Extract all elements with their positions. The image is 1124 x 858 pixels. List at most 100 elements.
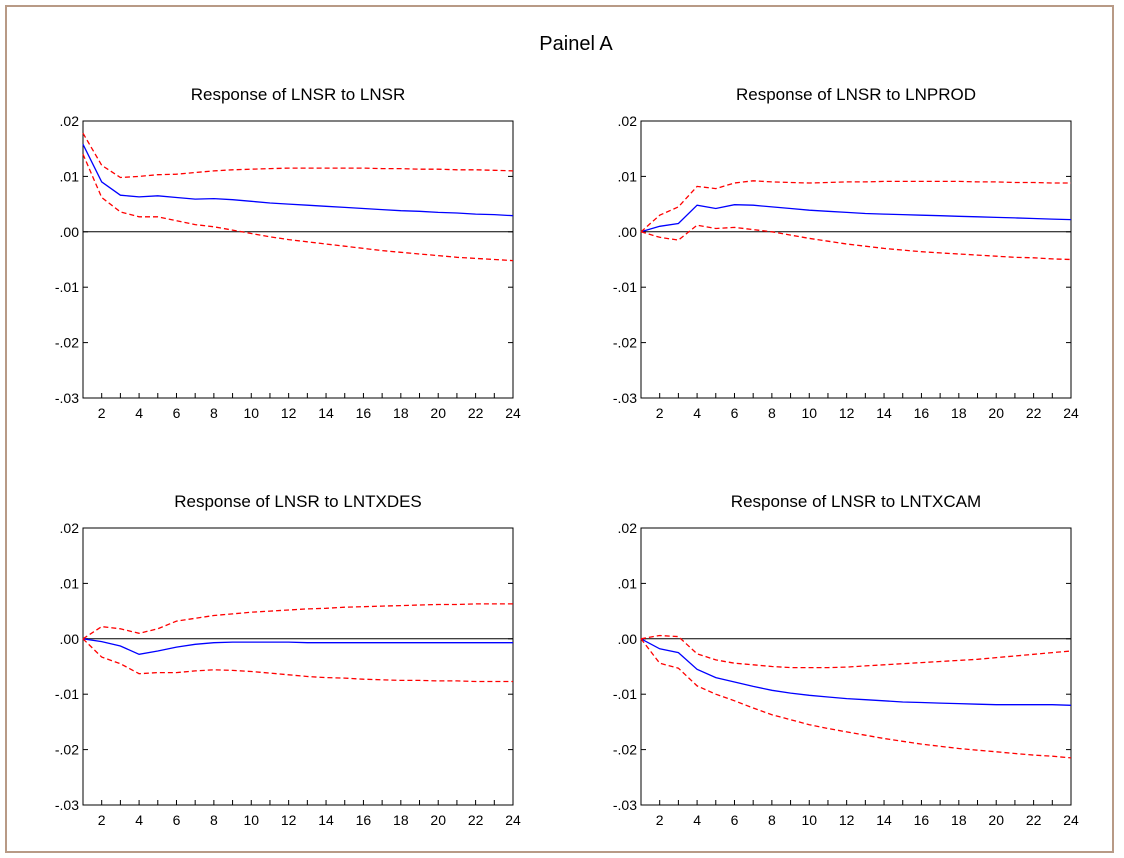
y-tick-label: .00 [60, 224, 80, 240]
y-tick-label: .01 [60, 575, 80, 591]
chart-title: Response of LNSR to LNPROD [736, 85, 976, 104]
y-tick-label: -.03 [613, 390, 637, 406]
response-line [82, 638, 513, 655]
x-tick-label: 20 [430, 405, 446, 421]
y-tick-label: -.01 [55, 279, 79, 295]
x-tick-label: 6 [731, 812, 739, 828]
x-tick-label: 16 [356, 405, 372, 421]
x-tick-label: 10 [243, 812, 259, 828]
x-tick-label: 16 [356, 812, 372, 828]
x-tick-label: 4 [693, 812, 701, 828]
chart-title: Response of LNSR to LNTXCAM [731, 492, 981, 511]
x-tick-label: 22 [468, 812, 484, 828]
chart-title: Response of LNSR to LNTXDES [174, 492, 422, 511]
x-tick-label: 4 [135, 812, 143, 828]
x-tick-label: 4 [135, 405, 143, 421]
lower-band-line [82, 153, 514, 262]
x-tick-label: 20 [988, 405, 1004, 421]
y-tick-label: -.03 [55, 390, 79, 406]
upper-band-line [82, 132, 514, 179]
y-tick-label: .00 [618, 631, 638, 647]
upper-band-line [640, 634, 1072, 669]
lower-band-line [640, 638, 1072, 759]
y-tick-label: -.03 [55, 797, 79, 813]
x-tick-label: 4 [693, 405, 701, 421]
chart-panel-1: Response of LNSR to LNSR .02 .01 .00 -.01 -.0… [55, 85, 521, 421]
chart-panel-3: Response of LNSR to LNTXDES .02 .01 .00 -.01… [55, 492, 521, 828]
x-tick-label: 24 [505, 405, 521, 421]
lower-band-line [82, 638, 513, 683]
x-tick-label: 20 [988, 812, 1004, 828]
x-tick-label: 6 [173, 405, 181, 421]
y-tick-label: -.03 [613, 797, 637, 813]
lower-band-line [640, 224, 1072, 261]
x-tick-label: 8 [768, 812, 776, 828]
figure-title: Painel A [539, 33, 613, 55]
plot-area [82, 120, 514, 399]
x-tick-label: 8 [210, 812, 218, 828]
x-tick-label: 20 [430, 812, 446, 828]
x-tick-label: 10 [801, 812, 817, 828]
y-tick-label: .01 [618, 168, 638, 184]
plot-area [640, 120, 1072, 399]
chart-panel-2: Response of LNSR to LNPROD .02 .01 .00 -.01 -… [613, 85, 1079, 421]
x-tick-label: 18 [951, 405, 967, 421]
x-tick-label: 8 [768, 405, 776, 421]
upper-band-line [82, 603, 513, 640]
plot-area [640, 527, 1072, 806]
x-tick-label: 18 [951, 812, 967, 828]
figure-frame [5, 5, 1114, 853]
plot-area [82, 527, 514, 806]
y-tick-label: -.02 [613, 742, 637, 758]
x-tick-label: 10 [243, 405, 259, 421]
chart-title: Response of LNSR to LNSR [191, 85, 406, 104]
x-tick-label: 22 [468, 405, 484, 421]
x-tick-label: 22 [1026, 405, 1042, 421]
response-line [640, 638, 1072, 706]
x-tick-label: 24 [505, 812, 521, 828]
x-tick-label: 24 [1063, 405, 1079, 421]
x-tick-label: 2 [656, 812, 664, 828]
x-tick-label: 18 [393, 405, 409, 421]
x-tick-label: 24 [1063, 812, 1079, 828]
x-tick-label: 10 [801, 405, 817, 421]
y-tick-label: .02 [60, 113, 80, 129]
x-tick-label: 12 [839, 812, 855, 828]
x-tick-label: 2 [98, 405, 106, 421]
x-tick-label: 16 [914, 405, 930, 421]
y-tick-label: .02 [618, 113, 638, 129]
y-tick-label: .00 [60, 631, 80, 647]
chart-panel-4: Response of LNSR to LNTXCAM .02 .01 .00 -.01… [613, 492, 1079, 828]
x-tick-label: 2 [656, 405, 664, 421]
x-tick-label: 12 [281, 812, 297, 828]
x-tick-label: 22 [1026, 812, 1042, 828]
y-tick-label: -.02 [55, 742, 79, 758]
y-tick-label: -.01 [55, 686, 79, 702]
x-tick-label: 16 [914, 812, 930, 828]
x-tick-label: 12 [839, 405, 855, 421]
x-tick-label: 8 [210, 405, 218, 421]
y-tick-label: .00 [618, 224, 638, 240]
response-line [82, 144, 514, 217]
y-tick-label: .01 [60, 168, 80, 184]
upper-band-line [640, 180, 1071, 233]
y-tick-label: .01 [618, 575, 638, 591]
response-line [640, 204, 1072, 233]
y-tick-label: -.01 [613, 279, 637, 295]
x-tick-label: 2 [98, 812, 106, 828]
y-tick-label: -.02 [613, 335, 637, 351]
y-tick-label: .02 [60, 520, 80, 536]
x-tick-label: 14 [876, 812, 892, 828]
x-tick-label: 6 [173, 812, 181, 828]
x-tick-label: 12 [281, 405, 297, 421]
y-tick-label: -.01 [613, 686, 637, 702]
x-tick-label: 14 [318, 812, 334, 828]
x-tick-label: 14 [876, 405, 892, 421]
y-tick-label: .02 [618, 520, 638, 536]
y-tick-label: -.02 [55, 335, 79, 351]
panels-group: Response of LNSR to LNSR .02 .01 .00 -.01 -.0… [55, 85, 1079, 828]
x-tick-label: 18 [393, 812, 409, 828]
x-tick-label: 14 [318, 405, 334, 421]
x-tick-label: 6 [731, 405, 739, 421]
